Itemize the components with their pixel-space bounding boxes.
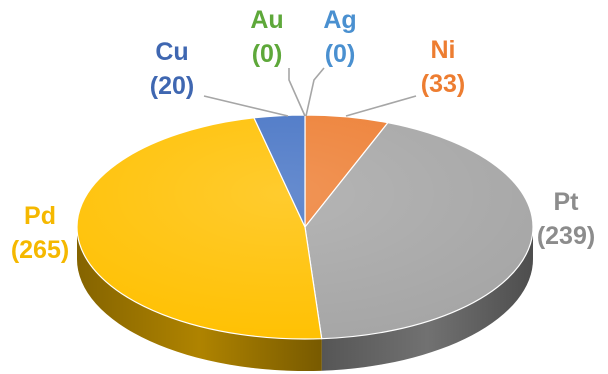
label-value-ni: (33): [421, 70, 465, 98]
leader-line-ag: [305, 67, 325, 117]
label-name-pt: Pt: [554, 188, 580, 216]
label-name-ni: Ni: [431, 36, 456, 64]
slice-side-shade-pt: [321, 227, 533, 371]
label-value-cu: (20): [150, 72, 194, 100]
label-name-au: Au: [250, 6, 283, 34]
slice-labels: Ni (33) Pt (239) Pd (265) Cu (20) Au (0) Ag (0): [11, 6, 595, 264]
pie-top-shine: [77, 115, 533, 339]
label-value-pd: (265): [11, 236, 69, 264]
label-name-pd: Pd: [24, 202, 56, 230]
leader-lines: [203, 67, 417, 117]
slice-side-shade-pd: [77, 227, 322, 371]
label-value-au: (0): [252, 40, 283, 68]
leader-line-ni: [345, 95, 417, 117]
leader-line-au: [288, 68, 306, 117]
label-value-pt: (239): [537, 222, 595, 250]
pie-tops: [76, 114, 534, 340]
label-name-cu: Cu: [155, 38, 188, 66]
label-value-ag: (0): [325, 40, 356, 68]
label-name-ag: Ag: [323, 6, 356, 34]
pie-sides: [77, 227, 533, 371]
leader-line-cu: [203, 95, 289, 117]
